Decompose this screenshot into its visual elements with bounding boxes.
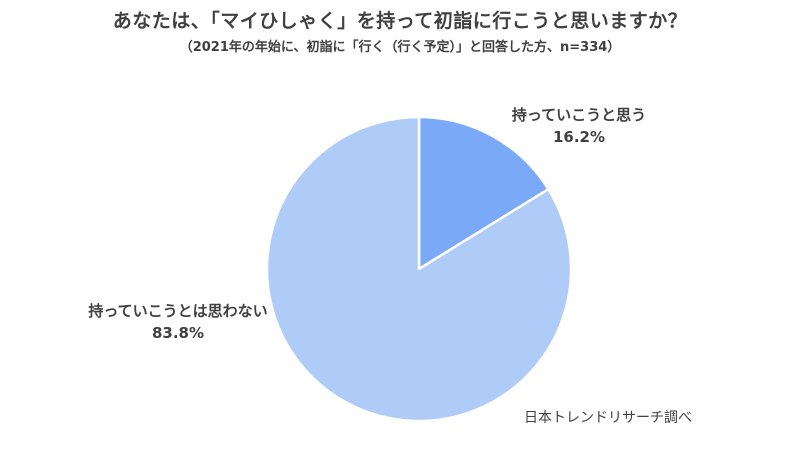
slice-label-will-not-bring: 持っていこうとは思わない 83.8%: [48, 300, 308, 344]
slice-label-text: 持っていこうとは思わない: [88, 302, 268, 320]
slice-label-text: 持っていこうと思う: [511, 106, 647, 124]
slice-label-will-bring: 持っていこうと思う 16.2%: [484, 104, 674, 148]
source-note: 日本トレンドリサーチ調べ: [524, 410, 692, 426]
chart-subtitle: （2021年の年始に、初詣に「行く（行く予定）」と回答した方、n=334）: [179, 40, 621, 55]
pie-slice-will-bring: [417, 115, 550, 271]
slice-value-label: 16.2%: [552, 128, 606, 146]
slice-value-label: 83.8%: [151, 324, 205, 342]
chart-title: あなたは、「マイひしゃく」を持って初詣に行こうと思いますか？: [112, 10, 688, 32]
pie-slice-will-not-bring: [265, 115, 573, 423]
